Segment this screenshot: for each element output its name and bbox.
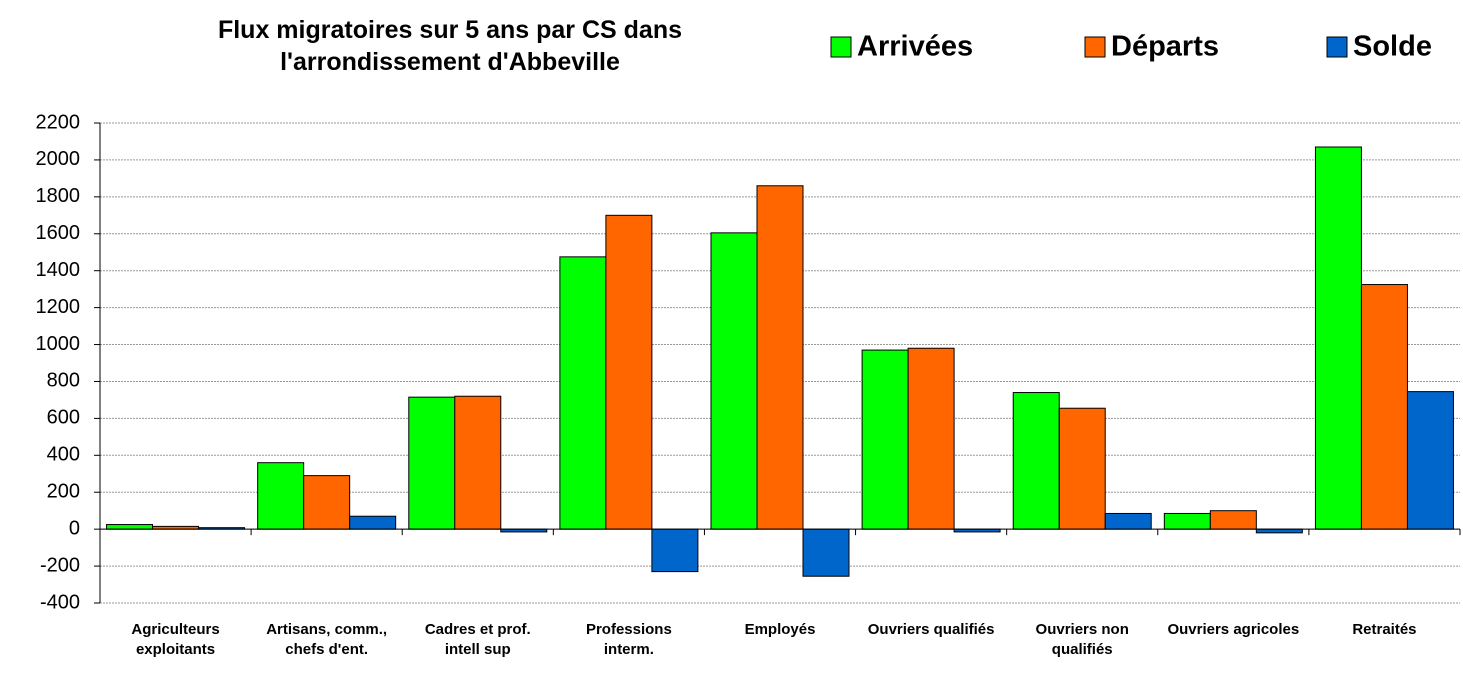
bar xyxy=(1360,284,1408,530)
legend-label: Arrivées xyxy=(857,31,973,63)
y-tick-label: 200 xyxy=(47,481,80,503)
legend-label: Départs xyxy=(1111,31,1219,63)
bar xyxy=(1406,391,1454,530)
x-tick-label: Ouvriers non qualifiés xyxy=(1035,621,1129,658)
x-tick-label: Ouvriers agricoles xyxy=(1167,621,1300,638)
y-tick-label: 1200 xyxy=(36,296,81,318)
y-tick-label: 2200 xyxy=(36,111,81,133)
x-tick-label: Professions interm. xyxy=(585,621,672,658)
x-tick-label: Agriculteurs exploitants xyxy=(131,621,220,658)
y-tick-label: -200 xyxy=(40,554,80,576)
y-tick-label: 1600 xyxy=(36,222,81,244)
x-tick-label: Employés xyxy=(744,621,816,638)
x-tick-label: Artisans, comm., chefs d'ent. xyxy=(266,621,388,658)
y-tick-label: 800 xyxy=(47,370,80,392)
y-tick-label: 2000 xyxy=(36,148,81,170)
bar xyxy=(559,256,607,530)
x-tick-label: Ouvriers qualifiés xyxy=(867,621,995,638)
y-tick-label: 1400 xyxy=(36,259,81,281)
bar xyxy=(303,475,351,530)
bar xyxy=(408,396,456,530)
bar xyxy=(907,347,955,530)
bar xyxy=(1209,510,1257,530)
bar xyxy=(802,528,850,577)
bar xyxy=(1104,512,1152,530)
bar xyxy=(605,214,653,530)
legend-swatch xyxy=(1326,36,1348,58)
bar xyxy=(1163,512,1211,530)
bar xyxy=(1255,528,1303,534)
bar xyxy=(349,515,397,530)
bar xyxy=(1012,392,1060,530)
bar xyxy=(454,395,502,530)
bar xyxy=(1058,407,1106,530)
y-tick-label: -400 xyxy=(40,591,80,613)
bar xyxy=(651,528,699,573)
y-tick-label: 1000 xyxy=(36,333,81,355)
legend-swatch xyxy=(1084,36,1106,58)
bar xyxy=(861,349,909,530)
bar xyxy=(1314,146,1362,530)
legend-label: Solde xyxy=(1353,31,1432,63)
y-tick-label: 600 xyxy=(47,407,80,429)
bar xyxy=(710,232,758,530)
x-tick-label: Cadres et prof. intell sup xyxy=(424,621,531,658)
y-tick-label: 1800 xyxy=(36,185,81,207)
chart-title: Flux migratoires sur 5 ans par CS dans l… xyxy=(217,16,683,76)
x-tick-label: Retraités xyxy=(1352,621,1417,638)
legend-swatch xyxy=(830,36,852,58)
bar xyxy=(257,462,305,530)
bar xyxy=(106,524,154,530)
y-tick-label: 400 xyxy=(47,444,80,466)
y-tick-label: 0 xyxy=(69,517,80,539)
bar xyxy=(756,185,804,530)
